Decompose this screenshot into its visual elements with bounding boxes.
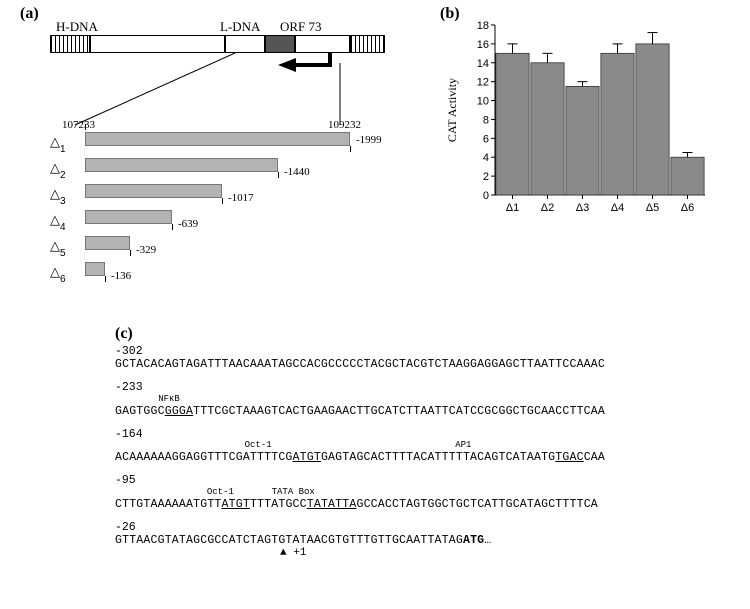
sequence-pos-label: -233 xyxy=(115,381,675,394)
construct-delta-label: △3 xyxy=(50,186,66,205)
construct-bar xyxy=(85,262,105,276)
panel-a-label: (a) xyxy=(20,5,39,23)
promoter-sequence: -302GCTACACAGTAGATTTAACAAATAGCCACGCCCCCT… xyxy=(115,345,675,570)
svg-text:4: 4 xyxy=(483,152,489,164)
genome-schematic xyxy=(50,35,385,53)
label-orf73: ORF 73 xyxy=(280,19,322,35)
construct-delta-label: △6 xyxy=(50,264,66,283)
svg-text:8: 8 xyxy=(483,114,489,126)
schematic-segment xyxy=(350,35,385,53)
sequence-site-annot: Oct-1 TATA Box xyxy=(115,488,675,497)
schematic-segment xyxy=(50,35,90,53)
construct-bar xyxy=(85,210,172,224)
panel-a: (a) H-DNA L-DNA ORF 73 107233 109232 △1-… xyxy=(20,5,420,315)
sequence-site-annot: NFκB xyxy=(115,395,675,404)
svg-text:Δ2: Δ2 xyxy=(541,202,554,214)
svg-text:Δ5: Δ5 xyxy=(646,202,659,214)
svg-text:16: 16 xyxy=(477,39,489,51)
schematic-segment xyxy=(265,35,295,53)
svg-text:12: 12 xyxy=(477,77,489,89)
schematic-segment xyxy=(90,35,225,53)
panel-c-label: (c) xyxy=(115,325,133,343)
svg-text:6: 6 xyxy=(483,133,489,145)
deletion-constructs: △1 -1999 △2 -1440 △3 -1017 △4 -639 △5 -329 △6 -136 xyxy=(50,130,390,286)
construct-end-coord: -639 xyxy=(178,218,198,230)
sequence-line: ACAAAAAAGGAGGTTTCGATTTTCGATGTGAGTAGCACTT… xyxy=(115,451,675,464)
sequence-block: -95 Oct-1 TATA BoxCTTGTAAAAAATGTTATGTTTT… xyxy=(115,474,675,510)
plus1-marker: ▲ +1 xyxy=(115,547,675,560)
construct-delta-label: △4 xyxy=(50,212,66,231)
sequence-line: GTTAACGTATAGCGCCATCTAGTGTATAACGTGTTTGTTG… xyxy=(115,534,675,547)
svg-text:2: 2 xyxy=(483,171,489,183)
svg-text:Δ6: Δ6 xyxy=(681,202,694,214)
construct-end-coord: -1999 xyxy=(356,134,382,146)
svg-text:0: 0 xyxy=(483,190,489,202)
construct-end-coord: -329 xyxy=(136,244,156,256)
label-hdna: H-DNA xyxy=(56,19,98,35)
construct-row: △2 -1440 xyxy=(50,156,390,182)
construct-bar xyxy=(85,184,222,198)
svg-text:Δ4: Δ4 xyxy=(611,202,624,214)
cat-activity-chart: 0 2 4 6 8 10 12 14 16 18 CAT Activity Δ1 Δ2 Δ3 Δ4 Δ5 Δ6 xyxy=(440,20,730,230)
svg-text:10: 10 xyxy=(477,96,489,108)
construct-bar xyxy=(85,236,130,250)
svg-text:CAT Activity: CAT Activity xyxy=(445,78,459,142)
schematic-segment xyxy=(295,35,350,53)
construct-row: △6 -136 xyxy=(50,260,390,286)
svg-text:Δ3: Δ3 xyxy=(576,202,589,214)
construct-end-coord: -136 xyxy=(111,270,131,282)
construct-row: △4 -639 xyxy=(50,208,390,234)
construct-row: △5 -329 xyxy=(50,234,390,260)
construct-row: △3 -1017 xyxy=(50,182,390,208)
sequence-block: -26GTTAACGTATAGCGCCATCTAGTGTATAACGTGTTTG… xyxy=(115,521,675,560)
construct-end-coord: -1440 xyxy=(284,166,310,178)
construct-end-coord: -1017 xyxy=(228,192,254,204)
construct-bar xyxy=(85,158,278,172)
sequence-block: -164 Oct-1 AP1ACAAAAAAGGAGGTTTCGATTTTCGA… xyxy=(115,428,675,464)
construct-row: △1 -1999 xyxy=(50,130,390,156)
construct-delta-label: △5 xyxy=(50,238,66,257)
construct-bar xyxy=(85,132,350,146)
svg-text:18: 18 xyxy=(477,20,489,32)
zoom-connectors xyxy=(50,53,390,128)
sequence-line: GCTACACAGTAGATTTAACAAATAGCCACGCCCCCTACGC… xyxy=(115,358,675,371)
svg-text:Δ1: Δ1 xyxy=(506,202,519,214)
sequence-line: GAGTGGCGGGATTTCGCTAAAGTCACTGAAGAACTTGCAT… xyxy=(115,405,675,418)
sequence-line: CTTGTAAAAAATGTTATGTTTTATGCCTATATTAGCCACC… xyxy=(115,498,675,511)
sequence-pos-label: -95 xyxy=(115,474,675,487)
svg-text:14: 14 xyxy=(477,58,489,70)
construct-delta-label: △1 xyxy=(50,134,66,153)
sequence-block: -233 NFκBGAGTGGCGGGATTTCGCTAAAGTCACTGAAG… xyxy=(115,381,675,417)
sequence-block: -302GCTACACAGTAGATTTAACAAATAGCCACGCCCCCT… xyxy=(115,345,675,371)
sequence-pos-label: -302 xyxy=(115,345,675,358)
label-ldna: L-DNA xyxy=(220,19,260,35)
sequence-pos-label: -26 xyxy=(115,521,675,534)
schematic-segment xyxy=(225,35,265,53)
construct-delta-label: △2 xyxy=(50,160,66,179)
sequence-site-annot: Oct-1 AP1 xyxy=(115,441,675,450)
panel-b: (b) 024681012141618CAT ActivityΔ1Δ2Δ3Δ4Δ… xyxy=(440,5,735,235)
